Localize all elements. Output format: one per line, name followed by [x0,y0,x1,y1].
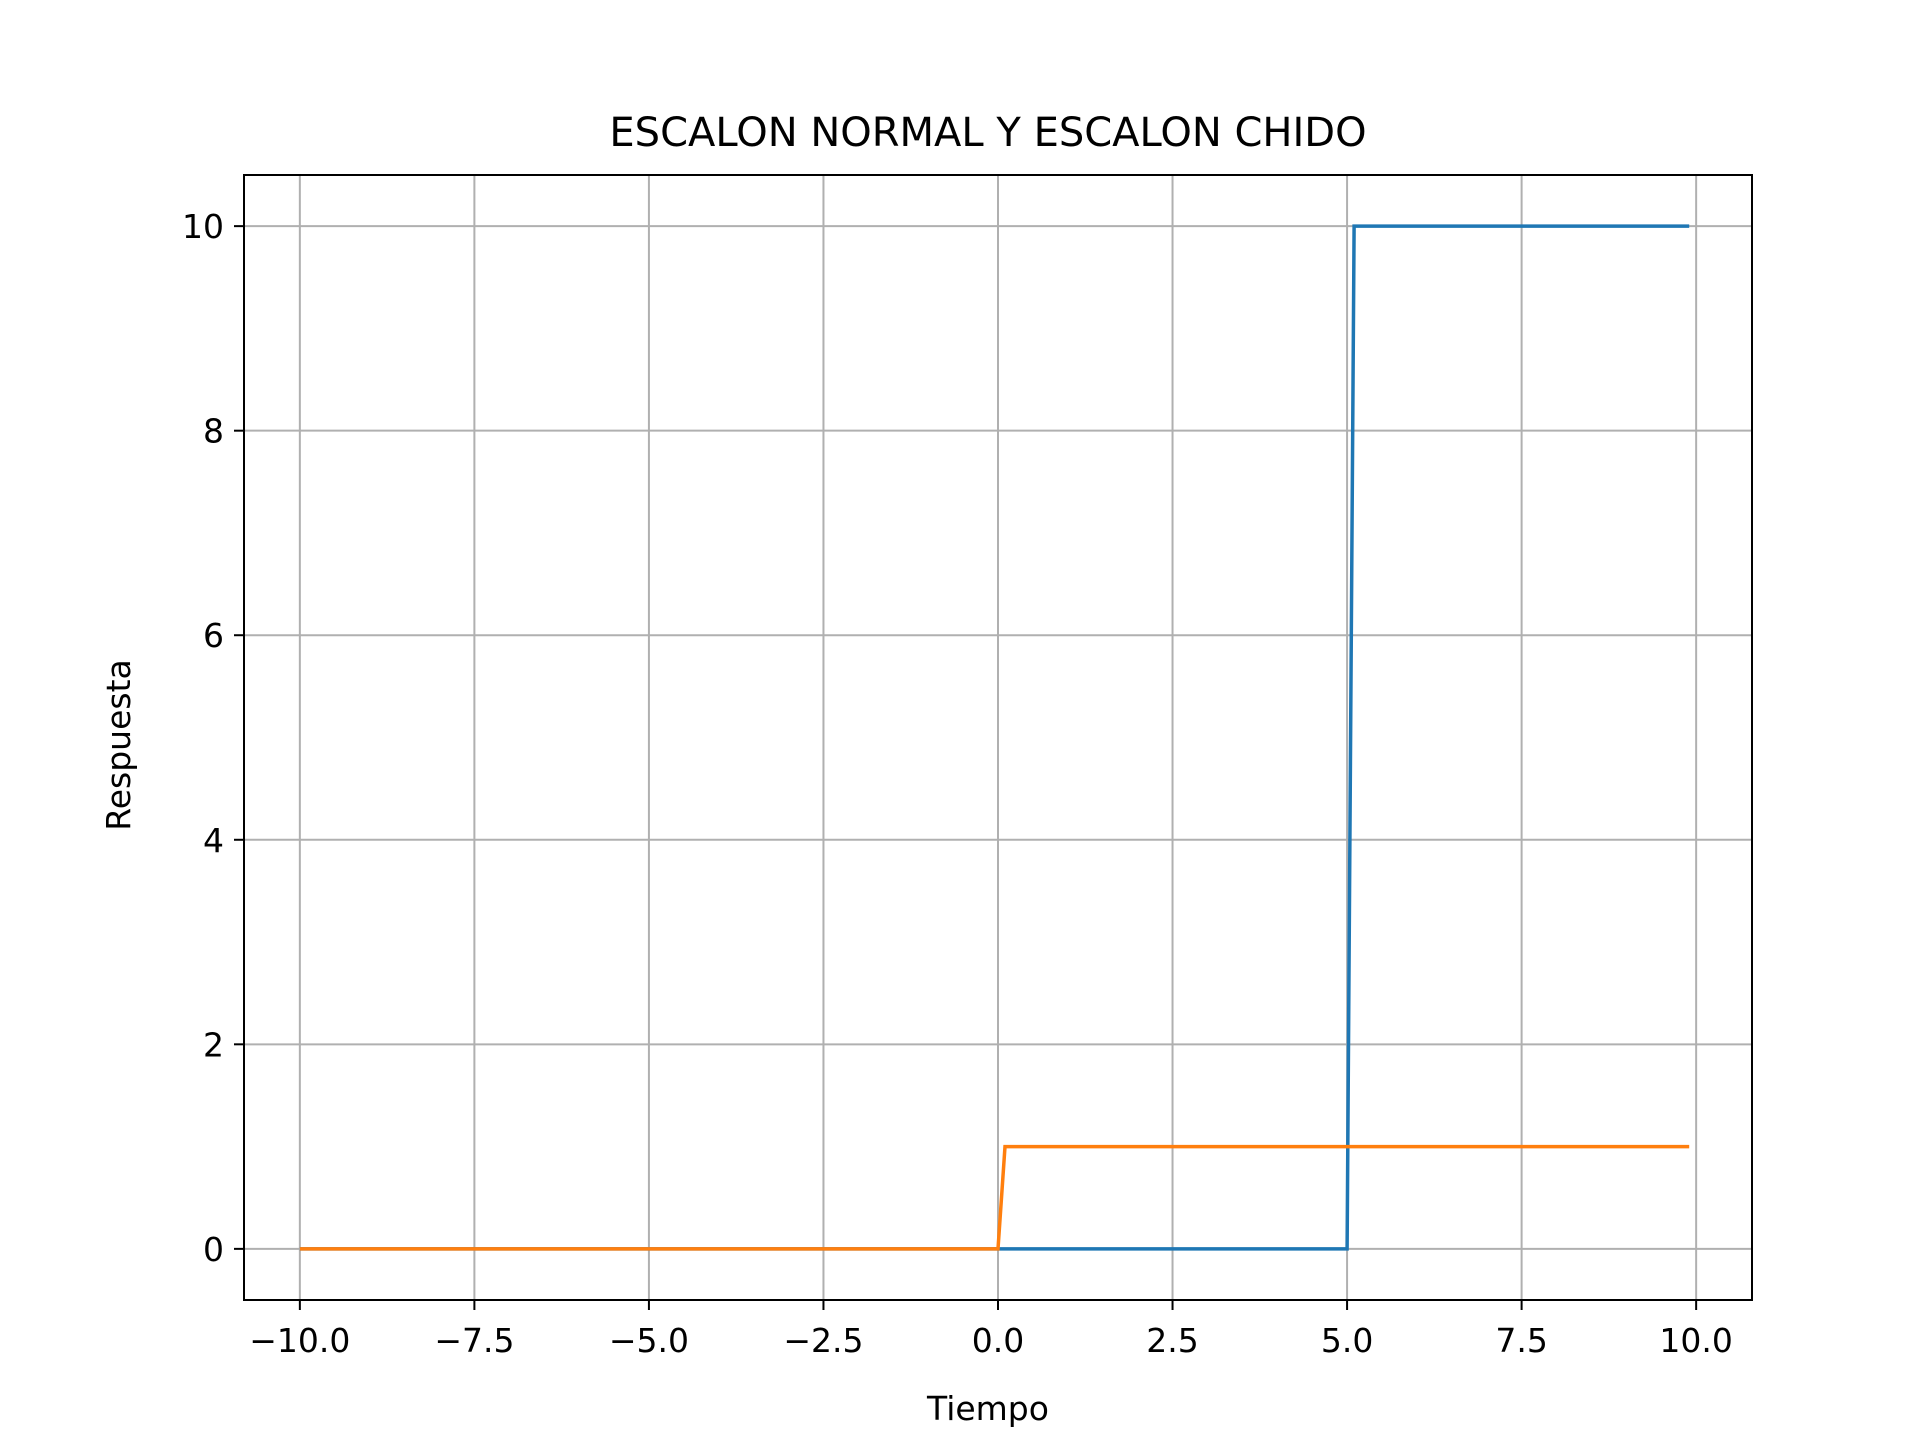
x-tick-label: 5.0 [1321,1321,1373,1360]
grid [244,175,1752,1300]
x-tick-label: 0.0 [972,1321,1024,1360]
x-tick-label: 2.5 [1146,1321,1198,1360]
y-tick-label: 0 [203,1230,224,1269]
x-tick-label: 7.5 [1495,1321,1547,1360]
y-axis-label: Respuesta [99,659,138,830]
x-axis-label: Tiempo [926,1389,1049,1428]
x-tick-label: −10.0 [249,1321,350,1360]
y-tick-label: 4 [203,821,224,860]
y-tick-label: 8 [203,412,224,451]
x-tick-label: 10.0 [1659,1321,1732,1360]
y-tick-label: 10 [182,207,224,246]
y-tick-label: 6 [203,616,224,655]
series-line-2 [299,1144,1690,1251]
y-axis: 0 2 4 6 8 10 [182,207,244,1269]
x-tick-label: −7.5 [434,1321,514,1360]
plot-area [299,224,1690,1251]
y-tick-label: 2 [203,1025,224,1064]
x-tick-label: −5.0 [609,1321,689,1360]
series-line-1 [299,224,1690,1251]
x-tick-label: −2.5 [783,1321,863,1360]
chart-title: ESCALON NORMAL Y ESCALON CHIDO [609,110,1366,156]
x-axis: −10.0 −7.5 −5.0 −2.5 0.0 2.5 5.0 7.5 10.0 [249,1300,1733,1360]
